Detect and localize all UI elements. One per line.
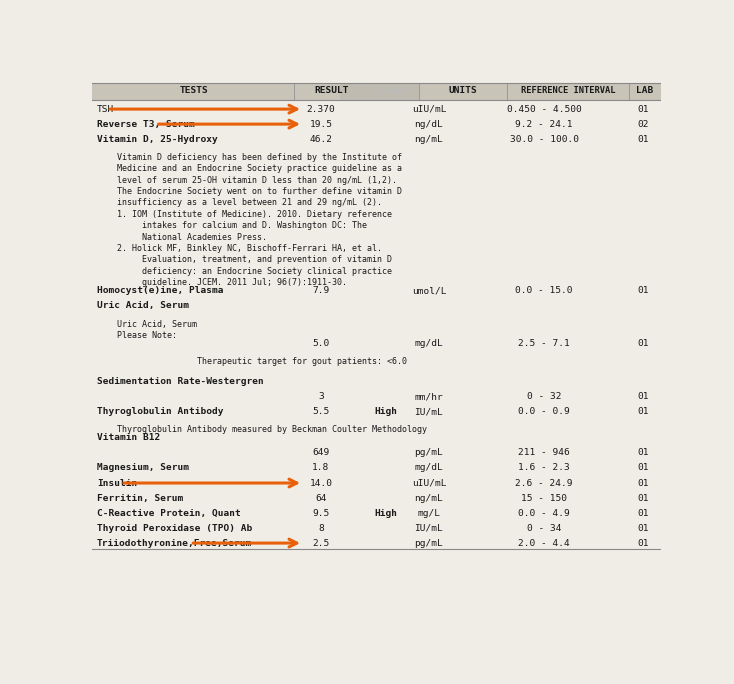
- Text: 0.0 - 4.9: 0.0 - 4.9: [518, 508, 570, 518]
- Text: TESTS: TESTS: [180, 86, 208, 95]
- Text: 01: 01: [638, 105, 649, 114]
- Text: Homocyst(e)ine, Plasma: Homocyst(e)ine, Plasma: [97, 287, 223, 295]
- Text: Thyroglobulin Antibody measured by Beckman Coulter Methodology: Thyroglobulin Antibody measured by Beckm…: [97, 425, 427, 434]
- Text: UNITS: UNITS: [448, 86, 477, 95]
- Text: 01: 01: [638, 407, 649, 416]
- Text: 7.9: 7.9: [312, 287, 330, 295]
- Text: Therapeutic target for gout patients: <6.0: Therapeutic target for gout patients: <6…: [97, 358, 407, 367]
- Text: pg/mL: pg/mL: [415, 449, 443, 458]
- Text: 01: 01: [638, 538, 649, 548]
- Text: IU/mL: IU/mL: [415, 523, 443, 533]
- Text: LAB: LAB: [636, 86, 653, 95]
- Text: 01: 01: [638, 523, 649, 533]
- Text: FLAGS: FLAGS: [380, 86, 409, 95]
- Text: Vitamin D, 25-Hydroxy: Vitamin D, 25-Hydroxy: [97, 135, 218, 144]
- Text: mm/hr: mm/hr: [415, 392, 443, 401]
- Text: 2. Holick MF, Binkley NC, Bischoff-Ferrari HA, et al.: 2. Holick MF, Binkley NC, Bischoff-Ferra…: [97, 244, 382, 253]
- Text: Thyroglobulin Antibody: Thyroglobulin Antibody: [97, 407, 223, 416]
- Text: 8: 8: [318, 523, 324, 533]
- Text: mg/dL: mg/dL: [415, 339, 443, 348]
- Text: Vitamin B12: Vitamin B12: [97, 434, 160, 443]
- Text: TSH: TSH: [97, 105, 115, 114]
- Text: 9.2 - 24.1: 9.2 - 24.1: [515, 120, 573, 129]
- Text: guideline. JCEM. 2011 Jul; 96(7):1911-30.: guideline. JCEM. 2011 Jul; 96(7):1911-30…: [97, 278, 347, 287]
- Text: 0 - 34: 0 - 34: [527, 523, 562, 533]
- Text: 0 - 32: 0 - 32: [527, 392, 562, 401]
- Text: 14.0: 14.0: [309, 479, 333, 488]
- Text: 01: 01: [638, 339, 649, 348]
- Text: 649: 649: [312, 449, 330, 458]
- Text: 64: 64: [315, 494, 327, 503]
- Text: Uric Acid, Serum: Uric Acid, Serum: [97, 319, 197, 328]
- Text: 01: 01: [638, 287, 649, 295]
- Text: 0.0 - 15.0: 0.0 - 15.0: [515, 287, 573, 295]
- Text: 15 - 150: 15 - 150: [521, 494, 567, 503]
- Text: Please Note:: Please Note:: [97, 331, 177, 340]
- Text: uIU/mL: uIU/mL: [412, 479, 446, 488]
- Text: 5.0: 5.0: [312, 339, 330, 348]
- Text: Vitamin D deficiency has been defined by the Institute of: Vitamin D deficiency has been defined by…: [97, 153, 402, 162]
- FancyBboxPatch shape: [340, 83, 419, 100]
- Text: 2.5: 2.5: [312, 538, 330, 548]
- Text: 2.0 - 4.4: 2.0 - 4.4: [518, 538, 570, 548]
- Text: High: High: [374, 407, 397, 416]
- Text: Medicine and an Endocrine Society practice guideline as a: Medicine and an Endocrine Society practi…: [97, 164, 402, 173]
- Text: uIU/mL: uIU/mL: [412, 105, 446, 114]
- Text: 1.6 - 2.3: 1.6 - 2.3: [518, 464, 570, 473]
- Text: insufficiency as a level between 21 and 29 ng/mL (2).: insufficiency as a level between 21 and …: [97, 198, 382, 207]
- Text: 5.5: 5.5: [312, 407, 330, 416]
- Text: 1.8: 1.8: [312, 464, 330, 473]
- Text: deficiency: an Endocrine Society clinical practice: deficiency: an Endocrine Society clinica…: [97, 267, 392, 276]
- Text: 211 - 946: 211 - 946: [518, 449, 570, 458]
- Text: 1. IOM (Institute of Medicine). 2010. Dietary reference: 1. IOM (Institute of Medicine). 2010. Di…: [97, 210, 392, 219]
- Text: umol/L: umol/L: [412, 287, 446, 295]
- Text: 01: 01: [638, 479, 649, 488]
- Text: level of serum 25-OH vitamin D less than 20 ng/mL (1,2).: level of serum 25-OH vitamin D less than…: [97, 176, 397, 185]
- Text: The Endocrine Society went on to further define vitamin D: The Endocrine Society went on to further…: [97, 187, 402, 196]
- Text: Magnesium, Serum: Magnesium, Serum: [97, 464, 189, 473]
- Text: Ferritin, Serum: Ferritin, Serum: [97, 494, 184, 503]
- Text: 2.370: 2.370: [306, 105, 335, 114]
- Text: intakes for calcium and D. Washington DC: The: intakes for calcium and D. Washington DC…: [97, 221, 367, 231]
- Text: 9.5: 9.5: [312, 508, 330, 518]
- Text: 01: 01: [638, 135, 649, 144]
- Text: Uric Acid, Serum: Uric Acid, Serum: [97, 302, 189, 311]
- Text: 2.6 - 24.9: 2.6 - 24.9: [515, 479, 573, 488]
- Text: Thyroid Peroxidase (TPO) Ab: Thyroid Peroxidase (TPO) Ab: [97, 523, 252, 533]
- Text: Sedimentation Rate-Westergren: Sedimentation Rate-Westergren: [97, 377, 264, 386]
- Text: 0.0 - 0.9: 0.0 - 0.9: [518, 407, 570, 416]
- Text: 19.5: 19.5: [309, 120, 333, 129]
- Text: RESULT: RESULT: [315, 86, 349, 95]
- Text: mg/dL: mg/dL: [415, 464, 443, 473]
- Text: C-Reactive Protein, Quant: C-Reactive Protein, Quant: [97, 508, 241, 518]
- Text: 01: 01: [638, 392, 649, 401]
- Text: 46.2: 46.2: [309, 135, 333, 144]
- Text: ng/mL: ng/mL: [415, 135, 443, 144]
- Text: ng/dL: ng/dL: [415, 120, 443, 129]
- FancyBboxPatch shape: [92, 83, 661, 100]
- Text: 01: 01: [638, 464, 649, 473]
- Text: 01: 01: [638, 508, 649, 518]
- Text: pg/mL: pg/mL: [415, 538, 443, 548]
- Text: IU/mL: IU/mL: [415, 407, 443, 416]
- Text: 01: 01: [638, 449, 649, 458]
- Text: ng/mL: ng/mL: [415, 494, 443, 503]
- Text: Triiodothyronine,Free,Serum: Triiodothyronine,Free,Serum: [97, 538, 252, 548]
- Text: 0.450 - 4.500: 0.450 - 4.500: [507, 105, 581, 114]
- Text: REFERENCE INTERVAL: REFERENCE INTERVAL: [521, 86, 615, 95]
- Text: 30.0 - 100.0: 30.0 - 100.0: [509, 135, 578, 144]
- Text: 3: 3: [318, 392, 324, 401]
- Text: mg/L: mg/L: [418, 508, 440, 518]
- Text: 02: 02: [638, 120, 649, 129]
- Text: 01: 01: [638, 494, 649, 503]
- Text: Reverse T3, Serum: Reverse T3, Serum: [97, 120, 195, 129]
- Text: 2.5 - 7.1: 2.5 - 7.1: [518, 339, 570, 348]
- Text: Insulin: Insulin: [97, 479, 137, 488]
- Text: High: High: [374, 508, 397, 518]
- Text: Evaluation, treatment, and prevention of vitamin D: Evaluation, treatment, and prevention of…: [97, 255, 392, 265]
- Text: National Academies Press.: National Academies Press.: [97, 233, 267, 241]
